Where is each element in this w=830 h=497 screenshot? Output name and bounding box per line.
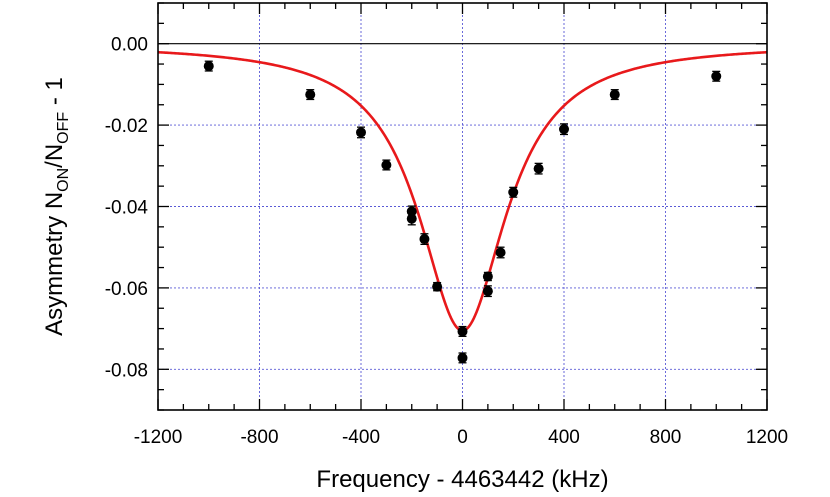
data-point	[305, 89, 316, 101]
axis-ticks	[157, 2, 768, 411]
data-marker	[356, 127, 366, 138]
data-point	[457, 325, 468, 337]
x-tick-label: -800	[240, 427, 278, 448]
data-marker	[406, 206, 417, 217]
data-point	[482, 285, 493, 298]
data-marker	[203, 61, 214, 72]
data-marker	[432, 281, 443, 292]
data-marker	[711, 71, 722, 82]
y-title-sub-off: OFF	[55, 112, 72, 144]
data-marker	[482, 271, 493, 282]
data-point	[482, 271, 493, 282]
x-tick-label: 400	[548, 427, 580, 448]
data-point	[508, 186, 519, 198]
data-point	[533, 162, 544, 175]
y-title-mid: /N	[41, 144, 68, 168]
grid-lines	[158, 3, 767, 410]
y-title-base: Asymmetry N	[41, 192, 68, 336]
data-point	[356, 126, 366, 139]
data-point	[711, 70, 722, 82]
data-point	[495, 246, 506, 259]
data-marker	[305, 89, 316, 100]
data-points	[203, 60, 722, 364]
data-marker	[381, 159, 392, 170]
data-marker	[457, 326, 468, 337]
data-marker	[457, 352, 468, 363]
x-tick-label: 1200	[746, 427, 788, 448]
data-point	[559, 123, 569, 136]
data-point	[203, 60, 214, 72]
data-point	[432, 281, 443, 292]
x-tick-label: -1200	[134, 427, 183, 448]
y-tick-label: -0.08	[105, 360, 148, 381]
data-point	[406, 211, 417, 226]
data-marker	[495, 247, 506, 258]
y-tick-label: -0.04	[105, 198, 149, 219]
data-marker	[419, 234, 430, 245]
data-point	[609, 89, 620, 101]
x-tick-label: 0	[457, 427, 468, 448]
y-tick-label: -0.02	[105, 116, 148, 137]
data-marker	[482, 286, 493, 297]
x-tick-label: 800	[650, 427, 682, 448]
data-marker	[559, 124, 569, 135]
data-marker	[609, 89, 620, 100]
y-axis-title: Asymmetry NON/NOFF - 1	[41, 77, 72, 336]
data-point	[457, 352, 468, 364]
data-marker	[406, 213, 417, 224]
y-tick-label: 0.00	[111, 35, 148, 56]
tick-labels: -1200 -800 -400 0 400 800 1200 0.00 -0.02 -0.04 -0…	[105, 35, 788, 448]
y-title-tail: - 1	[41, 77, 68, 112]
data-point	[419, 233, 430, 246]
y-title-sub-on: ON	[55, 168, 72, 192]
x-tick-label: -400	[342, 427, 380, 448]
y-tick-label: -0.06	[105, 279, 148, 300]
data-point	[381, 159, 392, 171]
x-axis-title: Frequency - 4463442 (kHz)	[316, 466, 608, 493]
data-marker	[508, 187, 519, 198]
data-marker	[533, 163, 544, 174]
